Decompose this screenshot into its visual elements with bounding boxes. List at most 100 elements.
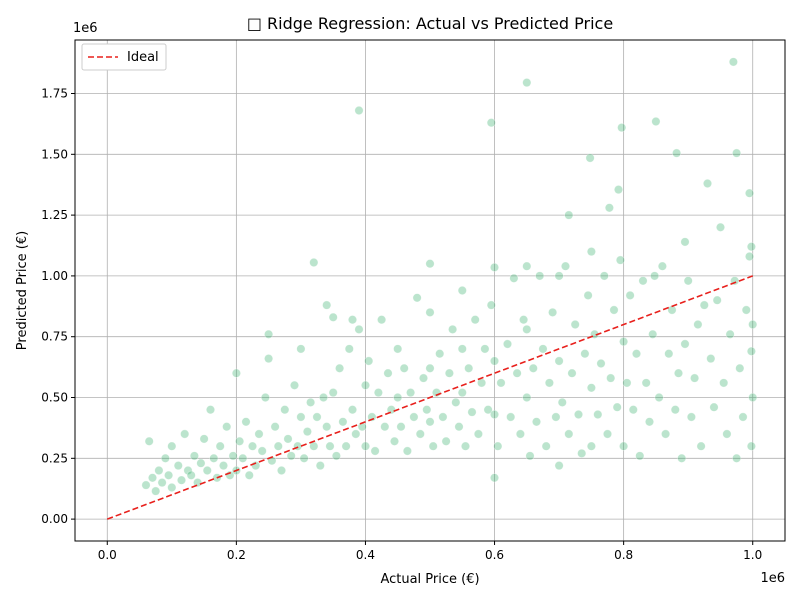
data-point: [280, 405, 290, 415]
data-point: [193, 478, 203, 488]
data-point: [360, 441, 370, 451]
x-axis-label: Actual Price (€): [380, 572, 479, 587]
data-point: [144, 436, 154, 446]
data-point: [215, 441, 225, 451]
data-point: [206, 405, 216, 415]
data-point: [625, 290, 635, 300]
data-point: [486, 118, 496, 128]
data-point: [535, 271, 545, 281]
data-point: [306, 397, 316, 407]
data-point: [302, 427, 312, 437]
x-tick-label: 0.8: [614, 548, 633, 562]
data-point: [554, 271, 564, 281]
data-point: [496, 378, 506, 388]
y-tick-label: 0.25: [41, 451, 68, 465]
data-point: [585, 153, 595, 163]
data-point: [635, 451, 645, 461]
data-point: [586, 441, 596, 451]
data-point: [299, 453, 309, 463]
data-point: [286, 451, 296, 461]
data-point: [748, 319, 758, 329]
x-axis-offset-label: 1e6: [760, 571, 785, 586]
data-point: [318, 392, 328, 402]
data-point: [231, 368, 241, 378]
data-point: [444, 368, 454, 378]
data-point: [383, 368, 393, 378]
data-point: [638, 276, 648, 286]
data-point: [519, 315, 529, 325]
data-point: [577, 448, 587, 458]
data-point: [415, 429, 425, 439]
data-point: [489, 409, 499, 419]
data-point: [360, 380, 370, 390]
data-point: [441, 436, 451, 446]
data-point: [509, 273, 519, 283]
data-point: [467, 407, 477, 417]
data-point: [699, 300, 709, 310]
data-point: [322, 422, 332, 432]
data-point: [672, 148, 682, 158]
x-axis-ticks: 0.0 0.2 0.4 0.6 0.8 1.0: [98, 541, 762, 562]
data-point: [160, 453, 170, 463]
data-point: [338, 417, 348, 427]
data-point: [735, 363, 745, 373]
data-point: [457, 388, 467, 398]
data-point: [380, 422, 390, 432]
ideal-line: [106, 275, 754, 520]
axes-frame: [74, 39, 786, 542]
data-points: [141, 57, 758, 496]
data-point: [425, 363, 435, 373]
data-point: [551, 412, 561, 422]
data-point: [228, 451, 238, 461]
data-point: [612, 402, 622, 412]
data-point: [189, 451, 199, 461]
data-point: [196, 458, 206, 468]
data-point: [586, 383, 596, 393]
data-point: [260, 392, 270, 402]
data-point: [673, 368, 683, 378]
data-point: [244, 470, 254, 480]
data-point: [219, 461, 229, 471]
data-point: [650, 271, 660, 281]
data-point: [670, 405, 680, 415]
data-point: [512, 368, 522, 378]
data-point: [538, 344, 548, 354]
data-point: [276, 465, 286, 475]
data-point: [722, 429, 732, 439]
y-tick-label: 1.50: [41, 147, 68, 161]
data-point: [580, 349, 590, 359]
data-point: [464, 363, 474, 373]
data-point: [528, 363, 538, 373]
data-point: [690, 373, 700, 383]
data-point: [606, 373, 616, 383]
data-point: [186, 470, 196, 480]
data-point: [399, 363, 409, 373]
data-point: [406, 388, 416, 398]
data-point: [460, 441, 470, 451]
data-point: [347, 315, 357, 325]
data-point: [289, 380, 299, 390]
data-point: [180, 429, 190, 439]
data-point: [746, 346, 756, 356]
data-point: [554, 461, 564, 471]
data-point: [715, 222, 725, 232]
data-point: [651, 117, 661, 127]
x-tick-label: 0.0: [98, 548, 117, 562]
data-point: [483, 405, 493, 415]
data-point: [725, 329, 735, 339]
data-point: [489, 356, 499, 366]
data-point: [457, 344, 467, 354]
data-point: [609, 305, 619, 315]
data-point: [248, 441, 258, 451]
data-point: [470, 315, 480, 325]
data-point: [347, 405, 357, 415]
data-point: [425, 307, 435, 317]
data-point: [489, 473, 499, 483]
data-point: [728, 57, 738, 67]
data-point: [522, 392, 532, 402]
data-point: [438, 412, 448, 422]
data-point: [296, 412, 306, 422]
data-point: [709, 402, 719, 412]
data-point: [393, 392, 403, 402]
data-point: [164, 470, 174, 480]
